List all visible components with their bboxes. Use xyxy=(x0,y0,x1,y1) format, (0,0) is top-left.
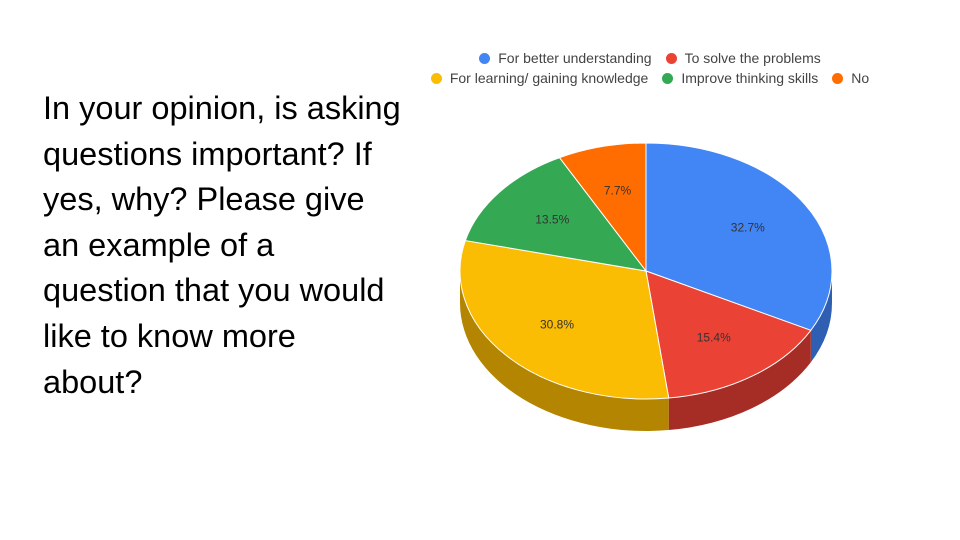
legend-label: No xyxy=(851,70,870,86)
legend-item: For learning/ gaining knowledge xyxy=(430,70,649,86)
pie-slice-side xyxy=(460,271,669,431)
pie-slice xyxy=(459,240,670,400)
legend-item: To solve the problems xyxy=(665,50,821,66)
slice-value-label: 7.7% xyxy=(604,184,632,198)
slice-value-label: 32.7% xyxy=(731,221,765,235)
pie-slice-side xyxy=(668,330,811,431)
legend-item: Improve thinking skills xyxy=(662,70,818,86)
legend-item: For better understanding xyxy=(479,50,652,66)
legend-label: For learning/ gaining knowledge xyxy=(449,70,649,86)
legend-swatch xyxy=(665,52,677,64)
legend-swatch xyxy=(430,72,442,84)
pie-labels: 32.7% 15.4% 30.8% 13.5% 7.7% xyxy=(535,184,765,345)
pie-side-walls xyxy=(460,271,832,431)
legend-label: Improve thinking skills xyxy=(681,70,819,86)
pie-slice xyxy=(645,142,833,331)
slice-value-label: 13.5% xyxy=(535,213,569,227)
pie-top xyxy=(459,142,833,400)
chart-legend: For better understanding To solve the pro… xyxy=(380,48,920,88)
legend-swatch xyxy=(832,72,844,84)
legend-label: For better understanding xyxy=(498,50,652,66)
legend-label: To solve the problems xyxy=(684,50,821,66)
pie-slice xyxy=(464,157,647,272)
legend-swatch xyxy=(479,52,491,64)
legend-row: For better understanding To solve the pro… xyxy=(380,48,920,68)
slice-value-label: 15.4% xyxy=(697,331,731,345)
pie-slice xyxy=(645,270,812,399)
legend-row: For learning/ gaining knowledge Improve t… xyxy=(380,68,920,88)
legend-item: No xyxy=(832,70,869,86)
legend-swatch xyxy=(662,72,674,84)
question-text: In your opinion, is asking questions imp… xyxy=(43,90,401,400)
pie-slice-side xyxy=(810,271,832,363)
pie-slice xyxy=(559,142,647,272)
slice-value-label: 30.8% xyxy=(540,318,574,332)
